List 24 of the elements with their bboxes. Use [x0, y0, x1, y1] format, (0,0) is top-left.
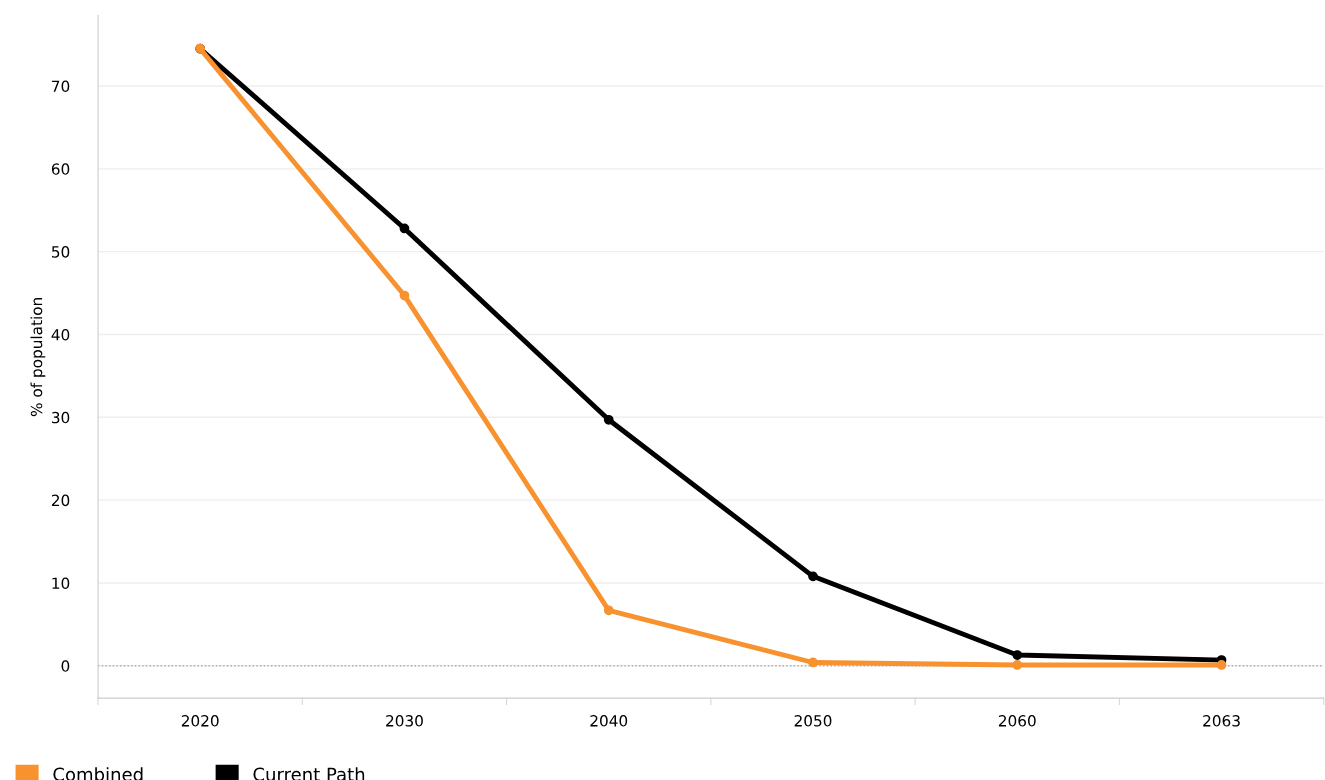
point [603, 414, 614, 425]
point [1012, 650, 1023, 660]
point [808, 657, 818, 668]
y-tick-label: 10 [52, 577, 70, 589]
x-tick-label: 2060 [998, 715, 1036, 727]
y-tick-label: 40 [51, 328, 70, 341]
point [1216, 660, 1227, 670]
x-tick-label: 2050 [794, 715, 832, 727]
x-tick-label: 2063 [1203, 715, 1240, 727]
y-axis-title: % of population [30, 298, 46, 417]
point [603, 605, 614, 616]
y-tick-label: 70 [52, 80, 70, 93]
y-tick-label: 20 [51, 494, 70, 507]
x-tick-label: 2020 [181, 715, 219, 727]
point [399, 223, 410, 234]
y-tick-label: 60 [51, 163, 70, 175]
point [808, 571, 818, 582]
x-tick-label: 2040 [590, 715, 628, 727]
x-tick-label: 2030 [386, 715, 423, 727]
y-tick-label: 30 [52, 411, 70, 424]
point [1012, 660, 1023, 670]
point [399, 290, 410, 301]
y-tick-label: 0 [61, 660, 70, 672]
y-tick-label: 50 [52, 246, 70, 258]
